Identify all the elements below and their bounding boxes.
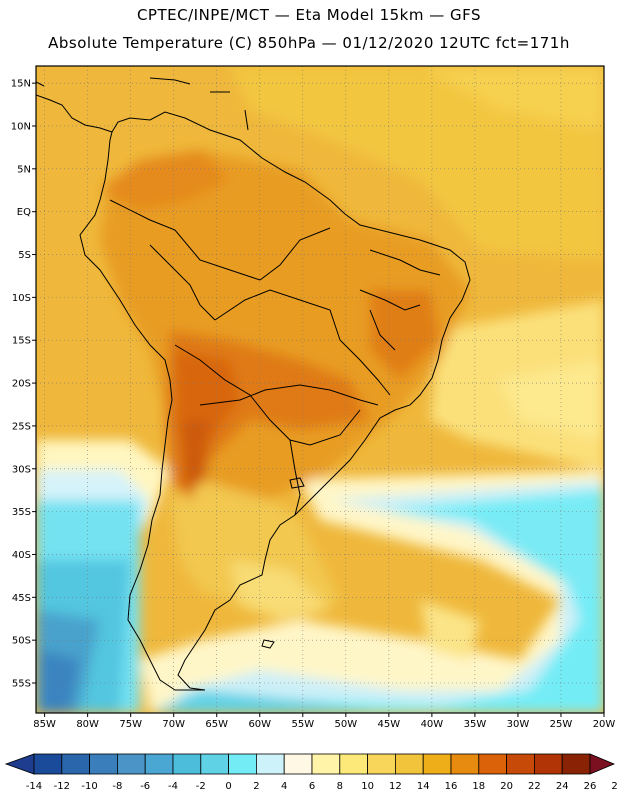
lat-label: 40S bbox=[12, 550, 31, 561]
colorbar-swatch bbox=[89, 753, 118, 775]
colorbar-label: 14 bbox=[417, 781, 430, 792]
lat-label: 10S bbox=[12, 293, 31, 304]
colorbar-swatch bbox=[255, 753, 285, 775]
temperature-field bbox=[36, 66, 604, 713]
colorbar-label: -14 bbox=[26, 781, 42, 792]
lon-label: 85W bbox=[33, 719, 56, 730]
colorbar-swatch bbox=[33, 753, 63, 775]
lon-label: 75W bbox=[119, 719, 142, 730]
colorbar-swatch bbox=[61, 753, 90, 775]
colorbar-swatch bbox=[422, 753, 452, 775]
colorbar-swatches bbox=[4, 753, 616, 775]
colorbar-swatch bbox=[172, 753, 202, 775]
colorbar-label: -2 bbox=[196, 781, 206, 792]
lat-label: 45S bbox=[12, 593, 31, 604]
lon-label: 35W bbox=[464, 719, 487, 730]
colorbar: -14 -12 -10 -8 -6 -4 -2 0 2 4 6 8 10 12 14 16 18 20 22 24 26… bbox=[4, 753, 618, 792]
colorbar-swatch bbox=[367, 753, 396, 775]
colorbar-label: 20 bbox=[500, 781, 513, 792]
colorbar-label: 12 bbox=[389, 781, 402, 792]
lon-label: 45W bbox=[378, 719, 401, 730]
lat-label: EQ bbox=[17, 207, 31, 218]
colorbar-swatch bbox=[506, 753, 535, 775]
lat-label: 15N bbox=[11, 79, 31, 90]
colorbar-swatch bbox=[283, 753, 313, 775]
lat-label: 50S bbox=[12, 636, 31, 647]
colorbar-swatch bbox=[200, 753, 230, 775]
lat-label: 55S bbox=[12, 679, 31, 690]
lon-label: 60W bbox=[248, 719, 271, 730]
colorbar-label: -10 bbox=[81, 781, 97, 792]
lat-label: 30S bbox=[12, 464, 31, 475]
colorbar-label: 0 bbox=[225, 781, 231, 792]
latitude-labels: 15N 10N 5N EQ 5S 10S 15S 20S 25S 30S 35S 40S 45S 50S 5… bbox=[11, 79, 36, 690]
colorbar-label: 26 bbox=[584, 781, 597, 792]
colorbar-label: -12 bbox=[54, 781, 70, 792]
lon-label: 55W bbox=[291, 719, 314, 730]
colorbar-low-arrow bbox=[4, 753, 35, 775]
colorbar-swatch bbox=[339, 753, 368, 775]
colorbar-label: 24 bbox=[556, 781, 569, 792]
lat-label: 10N bbox=[11, 121, 31, 132]
colorbar-swatch bbox=[534, 753, 563, 775]
lat-label: 20S bbox=[12, 379, 31, 390]
colorbar-label: 8 bbox=[337, 781, 343, 792]
colorbar-swatch bbox=[450, 753, 480, 775]
colorbar-label: 10 bbox=[361, 781, 374, 792]
lon-label: 50W bbox=[335, 719, 358, 730]
lon-label: 20W bbox=[593, 719, 616, 730]
colorbar-swatch bbox=[394, 753, 424, 775]
colorbar-labels: -14 -12 -10 -8 -6 -4 -2 0 2 4 6 8 10 12 14 16 18 20 22 24 26… bbox=[26, 781, 618, 792]
graticule bbox=[36, 66, 604, 713]
lon-label: 80W bbox=[76, 719, 99, 730]
lon-label: 65W bbox=[205, 719, 228, 730]
colorbar-label: 22 bbox=[528, 781, 541, 792]
colorbar-label: 4 bbox=[281, 781, 287, 792]
colorbar-swatch bbox=[478, 753, 507, 775]
colorbar-label: -6 bbox=[140, 781, 150, 792]
lat-label: 35S bbox=[12, 507, 31, 518]
lon-label: 30W bbox=[507, 719, 530, 730]
colorbar-swatch bbox=[144, 753, 174, 775]
longitude-labels: 85W 80W 75W 70W 65W 60W 55W 50W 45W 40W 35W 30W 25W 2… bbox=[33, 713, 615, 730]
lat-label: 15S bbox=[12, 336, 31, 347]
colorbar-label: 18 bbox=[472, 781, 485, 792]
colorbar-swatch bbox=[117, 753, 146, 775]
colorbar-high-arrow bbox=[589, 753, 616, 775]
colorbar-label: 28 bbox=[611, 781, 618, 792]
colorbar-label: 6 bbox=[309, 781, 315, 792]
coastlines bbox=[36, 77, 471, 691]
lon-label: 70W bbox=[162, 719, 185, 730]
lat-label: 5S bbox=[18, 250, 31, 261]
title-line-2: Absolute Temperature (C) 850hPa — 01/12/… bbox=[48, 34, 570, 52]
colorbar-swatch bbox=[561, 753, 591, 775]
title-line-1: CPTEC/INPE/MCT — Eta Model 15km — GFS bbox=[136, 6, 482, 24]
lat-label: 25S bbox=[12, 421, 31, 432]
colorbar-label: 2 bbox=[253, 781, 259, 792]
colorbar-swatch bbox=[228, 753, 257, 775]
colorbar-label: 16 bbox=[445, 781, 458, 792]
colorbar-label: -4 bbox=[168, 781, 178, 792]
lon-label: 25W bbox=[550, 719, 573, 730]
lat-label: 5N bbox=[17, 164, 31, 175]
colorbar-label: -8 bbox=[112, 781, 122, 792]
map-frame bbox=[35, 65, 605, 714]
colorbar-swatch bbox=[311, 753, 341, 775]
lon-label: 40W bbox=[421, 719, 444, 730]
